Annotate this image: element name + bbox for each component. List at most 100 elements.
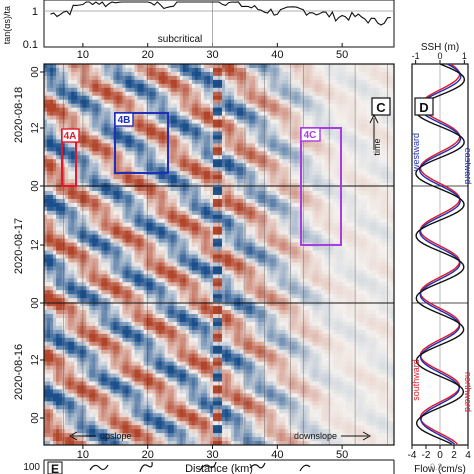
heatmap-cell (300, 75, 304, 81)
heatmap-cell (357, 210, 362, 216)
heatmap-cell (71, 198, 75, 204)
heatmap-cell (258, 107, 262, 113)
heatmap-cell (107, 202, 111, 208)
heatmap-cell (219, 91, 223, 97)
heatmap-cell (173, 95, 178, 101)
heatmap-cell (134, 107, 138, 113)
heatmap-cell (176, 183, 181, 188)
heatmap-cell (95, 183, 99, 188)
heatmap-cell (176, 135, 181, 140)
heatmap-cell (348, 107, 353, 113)
heatmap-cell (252, 79, 256, 85)
heatmap-cell (303, 87, 307, 93)
heatmap-cell (164, 107, 169, 113)
heatmap-cell (237, 103, 241, 109)
heatmap-cell (225, 143, 229, 148)
heatmap-cell (203, 91, 208, 97)
heatmap-cell (188, 67, 193, 73)
heatmap-cell (300, 226, 304, 232)
heatmap-cell (303, 143, 307, 148)
heatmap-cell (330, 210, 335, 216)
heatmap-cell (387, 214, 392, 220)
heatmap-cell (324, 79, 329, 85)
heatmap-cell (219, 127, 223, 132)
heatmap-cell (191, 107, 196, 113)
heatmap-cell (125, 194, 129, 200)
heatmap-cell (264, 179, 268, 184)
heatmap-cell (270, 111, 274, 116)
heatmap-cell (258, 159, 262, 164)
heatmap-cell (176, 71, 181, 77)
heatmap-cell (306, 64, 310, 69)
heatmap-cell (89, 206, 93, 212)
heatmap-cell (261, 83, 265, 89)
heatmap-cell (200, 103, 205, 109)
heatmap-cell (107, 222, 111, 228)
heatmap-cell (273, 171, 277, 176)
heatmap-cell (152, 139, 157, 144)
heatmap-cell (155, 163, 160, 168)
heatmap-cell (116, 210, 120, 216)
heatmap-cell (261, 115, 265, 120)
heatmap-cell (146, 155, 151, 160)
heatmap-cell (294, 147, 298, 152)
heatmap-cell (197, 167, 202, 172)
heatmap-cell (137, 218, 141, 224)
heatmap-cell (143, 202, 147, 208)
heatmap-cell (80, 187, 84, 192)
heatmap-cell (294, 71, 298, 77)
heatmap-cell (324, 230, 329, 236)
heatmap-cell (321, 230, 326, 236)
heatmap-cell (206, 143, 211, 148)
heatmap-cell (161, 67, 166, 73)
heatmap-cell (164, 202, 169, 208)
heatmap-cell (240, 99, 244, 105)
heatmap-cell (86, 194, 90, 200)
heatmap-cell (312, 95, 316, 101)
heatmap-cell (71, 115, 75, 120)
heatmap-cell (369, 198, 374, 204)
heatmap-cell (342, 111, 347, 116)
heatmap-cell (306, 103, 310, 109)
heatmap-cell (125, 67, 129, 73)
heatmap-cell (59, 163, 63, 168)
heatmap-cell (107, 206, 111, 212)
heatmap-cell (222, 64, 226, 69)
heatmap-cell (197, 206, 202, 212)
heatmap-cell (167, 127, 172, 132)
heatmap-cell (158, 194, 163, 200)
heatmap-cell (369, 163, 374, 168)
heatmap-cell (390, 139, 394, 144)
heatmap-cell (158, 71, 163, 77)
heatmap-cell (71, 103, 75, 109)
heatmap-cell (321, 187, 326, 192)
heatmap-cell (80, 127, 84, 132)
heatmap-cell (249, 119, 253, 124)
heatmap-cell (173, 163, 178, 168)
heatmap-cell (384, 123, 389, 128)
heatmap-cell (185, 107, 190, 113)
heatmap-cell (312, 210, 316, 216)
heatmap-cell (140, 230, 144, 236)
heatmap-cell (228, 202, 232, 208)
heatmap-cell (255, 75, 259, 81)
heatmap-cell (116, 87, 120, 93)
heatmap-cell (173, 143, 178, 148)
heatmap-cell (330, 194, 335, 200)
heatmap-cell (273, 107, 277, 113)
heatmap-cell (65, 71, 69, 77)
heatmap-cell (131, 151, 135, 156)
heatmap-cell (50, 143, 54, 148)
heatmap-cell (282, 95, 286, 101)
heatmap-cell (44, 167, 48, 172)
heatmap-cell (369, 214, 374, 220)
heatmap-cell (312, 163, 316, 168)
heatmap-cell (134, 64, 138, 69)
heatmap-cell (191, 135, 196, 140)
heatmap-cell (366, 202, 371, 208)
heatmap-cell (231, 147, 235, 152)
heatmap-cell (92, 111, 96, 116)
heatmap-cell (191, 67, 196, 73)
heatmap-cell (86, 103, 90, 109)
heatmap-cell (62, 107, 66, 113)
